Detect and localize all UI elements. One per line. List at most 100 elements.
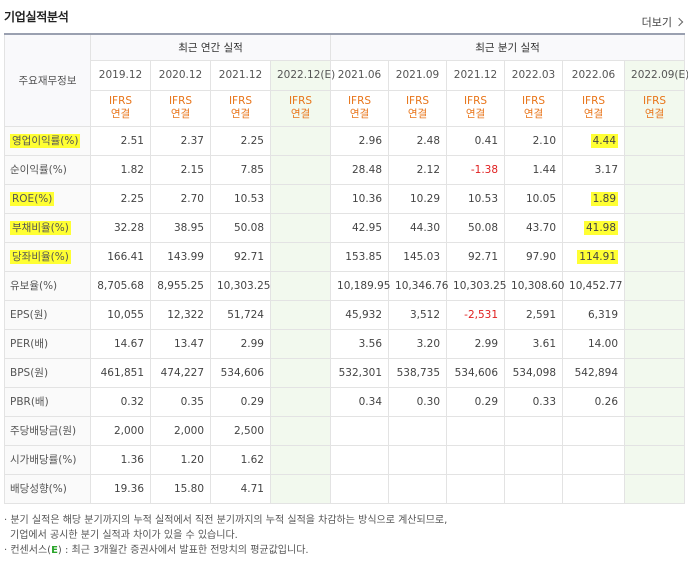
value-cell: 1.36 xyxy=(90,444,151,475)
value-text: 0.26 xyxy=(594,395,619,408)
value-cell: 166.41 xyxy=(90,241,151,272)
value-cell: 42.95 xyxy=(330,212,390,243)
value-text: 8,705.68 xyxy=(97,279,144,292)
more-link-label: 더보기 xyxy=(641,16,672,29)
value-cell: 14.67 xyxy=(90,328,151,359)
period-header: 2022.12(E) xyxy=(269,59,335,91)
value-cell xyxy=(269,473,332,504)
value-text: 19.36 xyxy=(113,482,144,495)
value-text: 10,055 xyxy=(107,308,144,321)
value-text: 145.03 xyxy=(403,250,441,263)
value-text: 50.08 xyxy=(467,221,499,234)
value-text: 0.30 xyxy=(416,395,441,408)
value-text: 10.29 xyxy=(409,192,441,205)
value-cell xyxy=(388,444,448,475)
value-text: 10.05 xyxy=(525,192,557,205)
row-label-text: PBR(배) xyxy=(10,396,49,408)
value-cell xyxy=(269,299,332,330)
value-cell: 92.71 xyxy=(446,241,506,272)
value-cell: 2.25 xyxy=(210,125,271,156)
value-cell: 10,189.95 xyxy=(330,270,391,301)
more-link[interactable]: 더보기 xyxy=(641,14,684,30)
value-cell xyxy=(269,241,332,272)
value-cell: 19.36 xyxy=(90,473,151,504)
ifrs-header: IFRS 연결 xyxy=(446,89,506,127)
value-text: 1.82 xyxy=(120,163,144,176)
value-cell: 6,319 xyxy=(562,299,626,330)
consolidated-label: 연결 xyxy=(644,108,665,120)
value-cell: 10.53 xyxy=(210,183,271,214)
row-label-text: 유보율(%) xyxy=(10,280,58,292)
value-cell xyxy=(624,125,686,156)
table-row: 유보율(%) 8,705.68 8,955.25 10,303.25 10,189.95… xyxy=(4,270,686,301)
row-label-text: EPS(원) xyxy=(10,309,48,321)
table-row: 시가배당률(%) 1.36 1.20 1.62 xyxy=(4,444,686,475)
value-cell: 1.20 xyxy=(150,444,211,475)
value-cell: 0.35 xyxy=(150,386,211,417)
value-cell: 10,346.76 xyxy=(388,270,449,301)
value-cell: 2.70 xyxy=(150,183,211,214)
row-label: 순이익률(%) xyxy=(4,154,91,185)
table-row: PBR(배) 0.32 0.35 0.29 0.34 0.30 0.29 0.33 0.26 xyxy=(4,386,686,417)
value-cell: 532,301 xyxy=(330,357,390,388)
value-cell xyxy=(624,473,686,504)
value-text: 2.15 xyxy=(180,163,204,176)
value-text: 2.37 xyxy=(180,134,204,147)
ifrs-header: IFRS 연결 xyxy=(562,89,626,127)
row-label: PER(배) xyxy=(4,328,91,359)
row-label: 부채비율(%) xyxy=(4,212,91,243)
section-header: 기업실적분석 더보기 xyxy=(0,0,688,30)
value-cell: 153.85 xyxy=(330,241,390,272)
value-cell: 8,705.68 xyxy=(90,270,151,301)
value-cell: 3,512 xyxy=(388,299,448,330)
value-cell: 2.99 xyxy=(210,328,271,359)
table-row: 배당성향(%) 19.36 15.80 4.71 xyxy=(4,473,686,504)
value-cell: 7.85 xyxy=(210,154,271,185)
consolidated-label: 연결 xyxy=(349,108,370,120)
value-cell: -1.38 xyxy=(446,154,506,185)
ifrs-header: IFRS 연결 xyxy=(269,89,332,127)
value-text: 10,189.95 xyxy=(337,279,391,292)
value-cell: 461,851 xyxy=(90,357,151,388)
value-text: 1.89 xyxy=(590,191,619,206)
value-text: 3.17 xyxy=(594,163,619,176)
row-label-text: 당좌비율(%) xyxy=(10,250,71,264)
consolidated-label: 연결 xyxy=(110,108,131,120)
value-cell: 143.99 xyxy=(150,241,211,272)
value-cell: 14.00 xyxy=(562,328,626,359)
value-text: 15.80 xyxy=(173,482,204,495)
value-cell: 50.08 xyxy=(210,212,271,243)
value-cell xyxy=(446,473,506,504)
value-cell xyxy=(446,444,506,475)
value-text: 12,322 xyxy=(167,308,204,321)
value-text: 14.00 xyxy=(587,337,619,350)
period-header: 2020.12 xyxy=(150,59,211,91)
value-cell: 1.62 xyxy=(210,444,271,475)
row-label: 시가배당률(%) xyxy=(4,444,91,475)
consolidated-label: 연결 xyxy=(170,108,191,120)
period-header: 2022.09(E) xyxy=(624,59,688,91)
value-cell xyxy=(269,212,332,243)
value-text: 2.48 xyxy=(416,134,441,147)
consolidated-label: 연결 xyxy=(407,108,428,120)
value-cell xyxy=(330,444,390,475)
value-cell: 10.36 xyxy=(330,183,390,214)
value-cell: 534,098 xyxy=(504,357,564,388)
ifrs-label: IFRS xyxy=(347,95,372,107)
value-cell: 43.70 xyxy=(504,212,564,243)
value-cell xyxy=(330,415,390,446)
ifrs-label: IFRS xyxy=(288,95,313,107)
row-label-text: 시가배당률(%) xyxy=(10,454,77,466)
value-cell: 1.44 xyxy=(504,154,564,185)
value-cell: 10,055 xyxy=(90,299,151,330)
row-label-text: PER(배) xyxy=(10,338,49,350)
value-cell: 13.47 xyxy=(150,328,211,359)
value-cell: 4.44 xyxy=(562,125,626,156)
value-text: 10,346.76 xyxy=(395,279,449,292)
value-cell: 15.80 xyxy=(150,473,211,504)
value-text: 92.71 xyxy=(467,250,499,263)
value-text: 534,606 xyxy=(454,366,499,379)
value-text: 42.95 xyxy=(351,221,383,234)
value-cell: 32.28 xyxy=(90,212,151,243)
value-cell: 2.37 xyxy=(150,125,211,156)
